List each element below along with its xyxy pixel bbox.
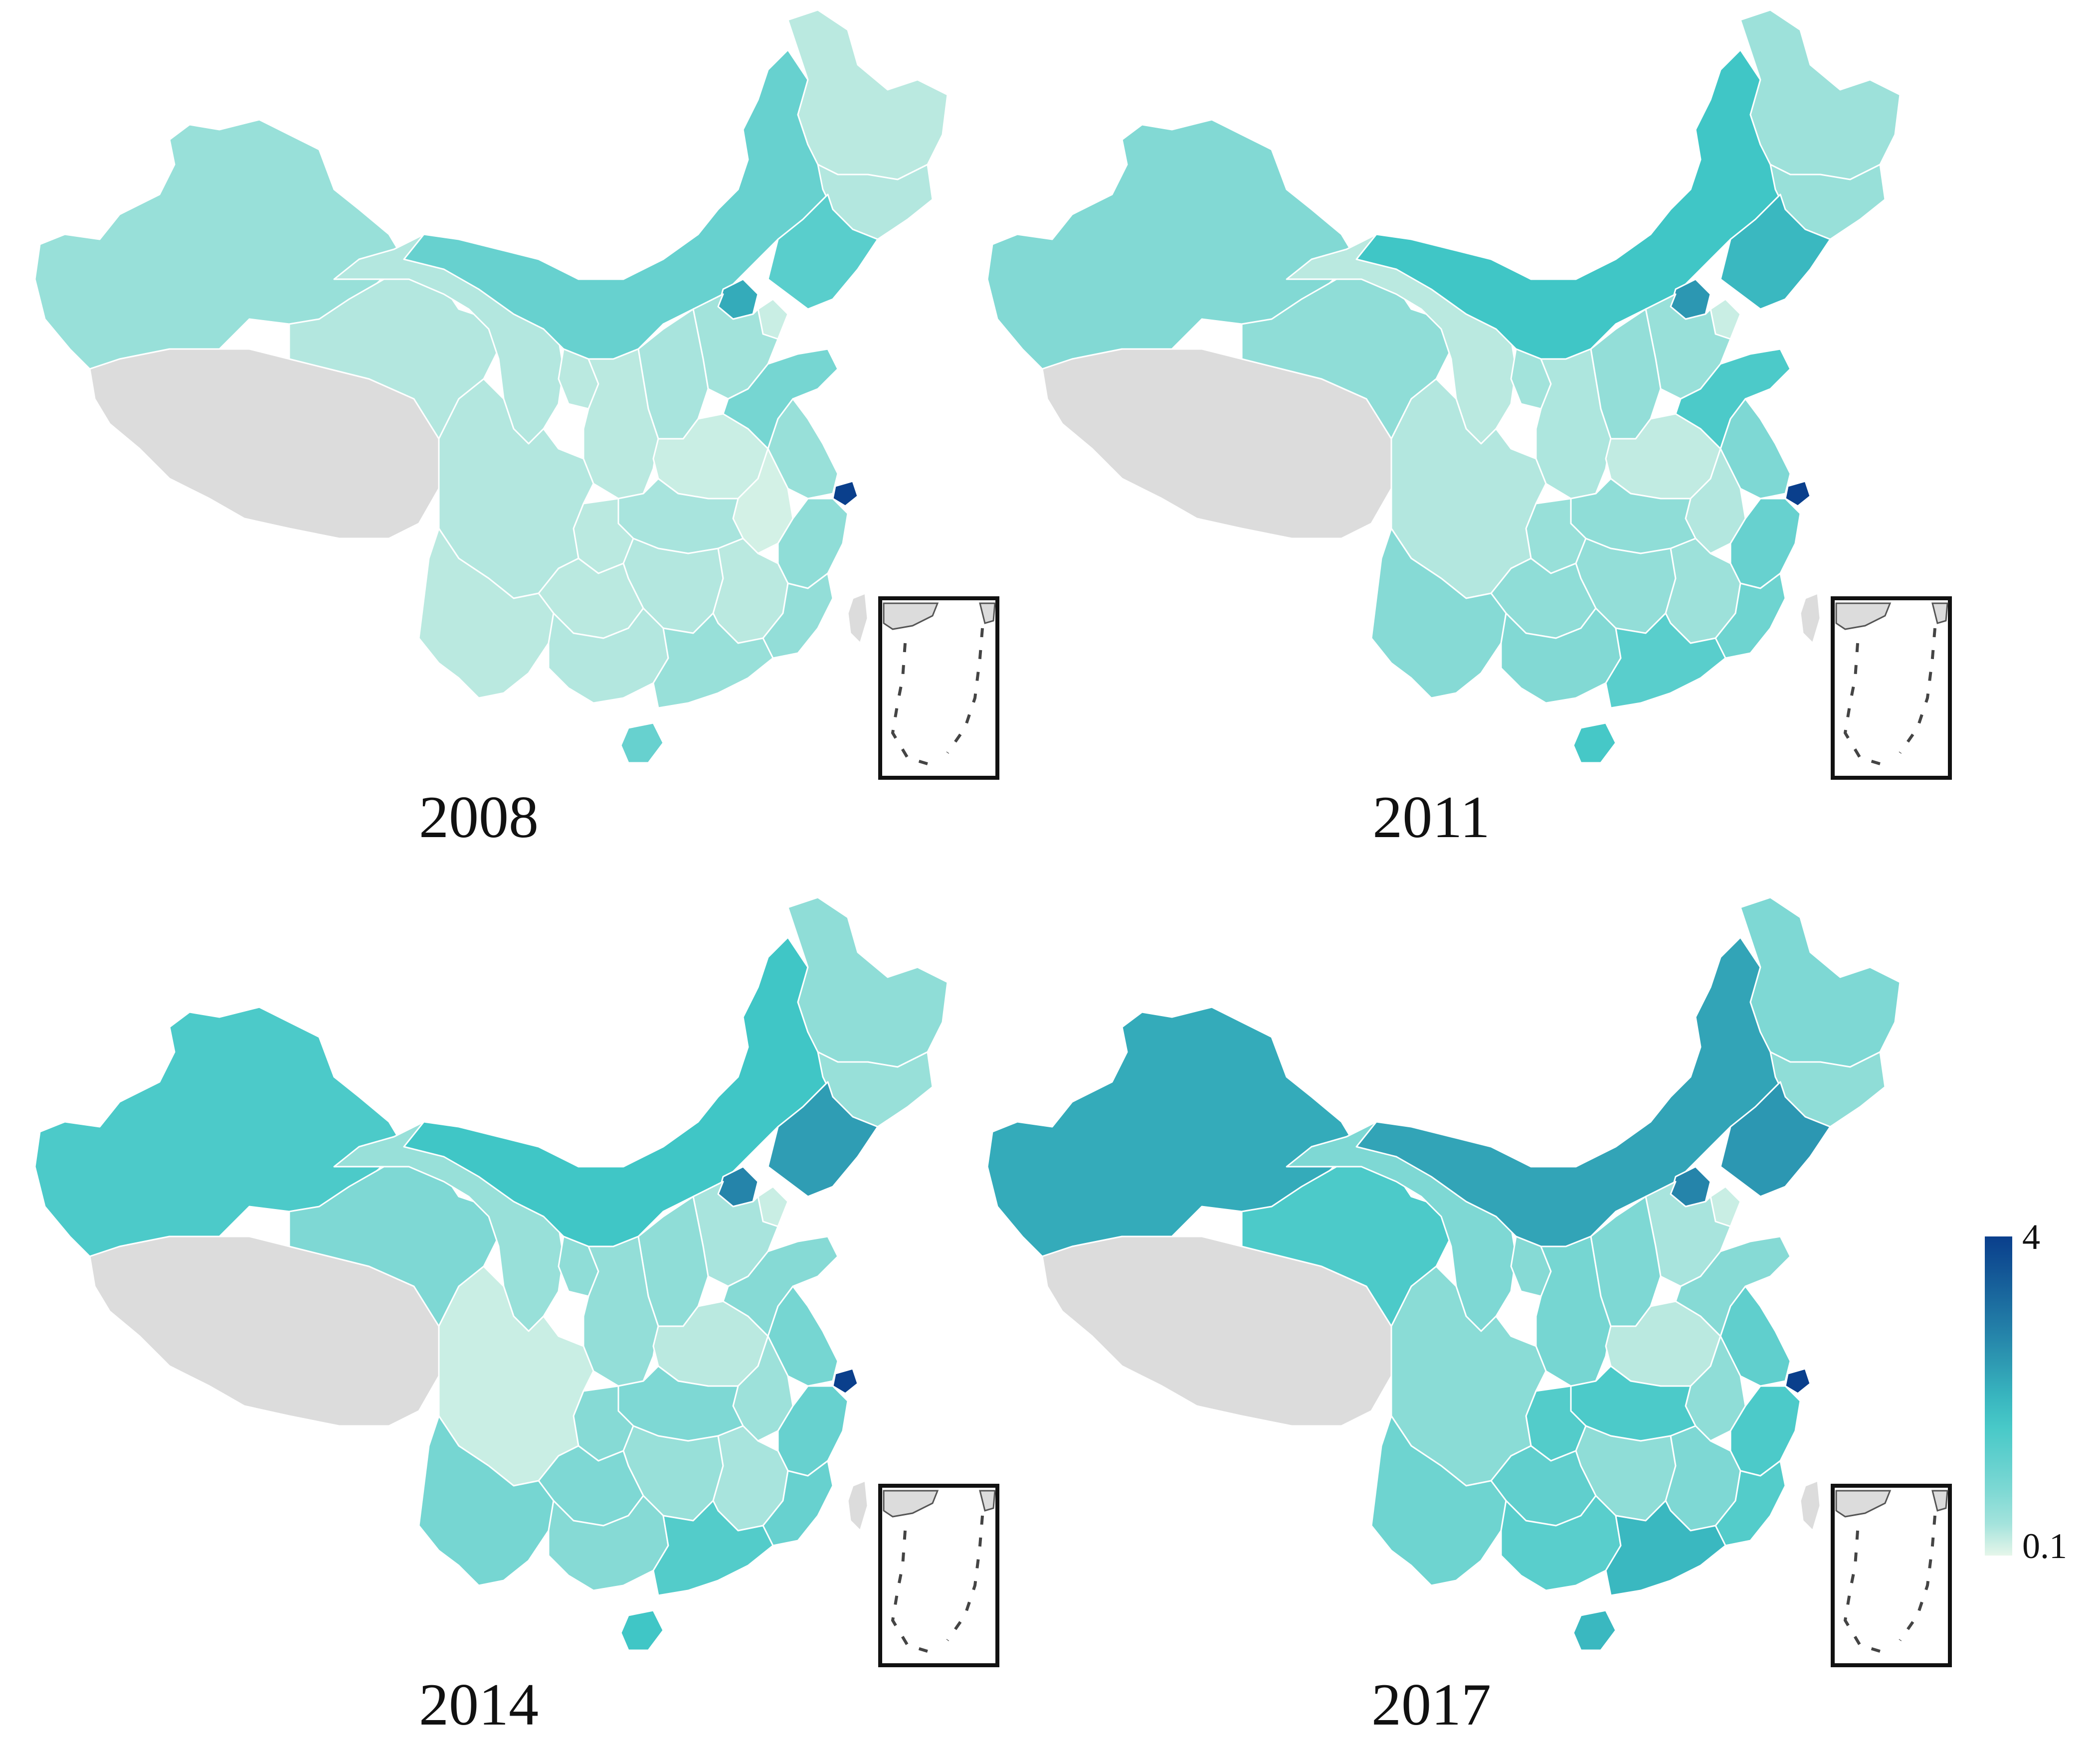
- region-shandong: [722, 1235, 839, 1337]
- region-shanghai: [832, 1368, 859, 1395]
- region-taiwan: [1799, 592, 1821, 644]
- region-shandong: [1675, 348, 1791, 450]
- nine-dash-line: [1843, 1515, 1936, 1654]
- region-fujian: [762, 1460, 834, 1547]
- region-heilongjiang: [1739, 9, 1901, 180]
- south-china-sea-inset: [1831, 596, 1952, 780]
- region-fujian: [1715, 572, 1786, 659]
- nine-dash-line: [1843, 628, 1936, 767]
- region-tibet: [1041, 1235, 1392, 1427]
- region-fujian: [1715, 1460, 1786, 1547]
- nine-dash-line: [891, 628, 984, 767]
- year-label: 2008: [419, 784, 539, 850]
- region-yunnan: [1370, 527, 1507, 699]
- region-yunnan: [418, 1415, 555, 1586]
- map-panel-2011: 2011: [962, 0, 1952, 850]
- south-china-sea-inset: [1831, 1484, 1952, 1667]
- region-yunnan: [418, 527, 555, 699]
- region-liaoning: [1719, 1081, 1831, 1198]
- region-fujian: [762, 572, 834, 659]
- china-map: [34, 896, 999, 1667]
- region-shandong: [1675, 1235, 1791, 1337]
- region-shanghai: [832, 480, 859, 507]
- region-hainan: [1572, 1609, 1617, 1651]
- china-map: [34, 9, 999, 780]
- china-map: [986, 9, 1952, 780]
- south-china-sea-inset: [878, 1484, 999, 1667]
- legend-gradient-bar: [1985, 1236, 2012, 1556]
- nine-dash-line: [891, 1515, 984, 1654]
- region-shandong: [722, 348, 839, 450]
- map-panel-2008: 2008: [10, 0, 999, 850]
- china-map: [986, 896, 1952, 1667]
- region-heilongjiang: [1739, 896, 1901, 1068]
- map-panel-2017: 2017: [962, 887, 1952, 1738]
- year-label: 2011: [1372, 784, 1490, 850]
- region-guangdong: [1605, 612, 1726, 709]
- inset-coastline: [1835, 1490, 1948, 1518]
- inset-coastline: [883, 1490, 996, 1518]
- region-liaoning: [767, 1081, 879, 1198]
- inset-coastline: [883, 602, 996, 630]
- region-hainan: [620, 722, 664, 764]
- legend-min-label: 0.1: [2022, 1526, 2067, 1566]
- region-heilongjiang: [787, 9, 949, 180]
- region-taiwan: [847, 1480, 869, 1532]
- region-tibet: [1041, 348, 1392, 539]
- region-heilongjiang: [787, 896, 949, 1068]
- region-guangdong: [652, 612, 774, 709]
- year-label: 2014: [419, 1671, 539, 1738]
- map-panel-2014: 2014: [10, 887, 999, 1738]
- legend-max-label: 4: [2022, 1217, 2040, 1257]
- region-shanghai: [1784, 1368, 1811, 1395]
- region-hainan: [1572, 722, 1617, 764]
- region-yunnan: [1370, 1415, 1507, 1586]
- inset-coastline: [1835, 602, 1948, 630]
- region-tibet: [89, 348, 440, 539]
- region-liaoning: [1719, 193, 1831, 310]
- south-china-sea-inset: [878, 596, 999, 780]
- region-guangdong: [652, 1500, 774, 1596]
- year-label: 2017: [1371, 1671, 1491, 1738]
- region-taiwan: [1799, 1480, 1821, 1532]
- region-taiwan: [847, 592, 869, 644]
- region-guangdong: [1605, 1500, 1726, 1596]
- region-liaoning: [767, 193, 879, 310]
- region-tibet: [89, 1235, 440, 1427]
- color-legend: 4 0.1: [1985, 1217, 2085, 1575]
- region-shanghai: [1784, 480, 1811, 507]
- region-hainan: [620, 1609, 664, 1651]
